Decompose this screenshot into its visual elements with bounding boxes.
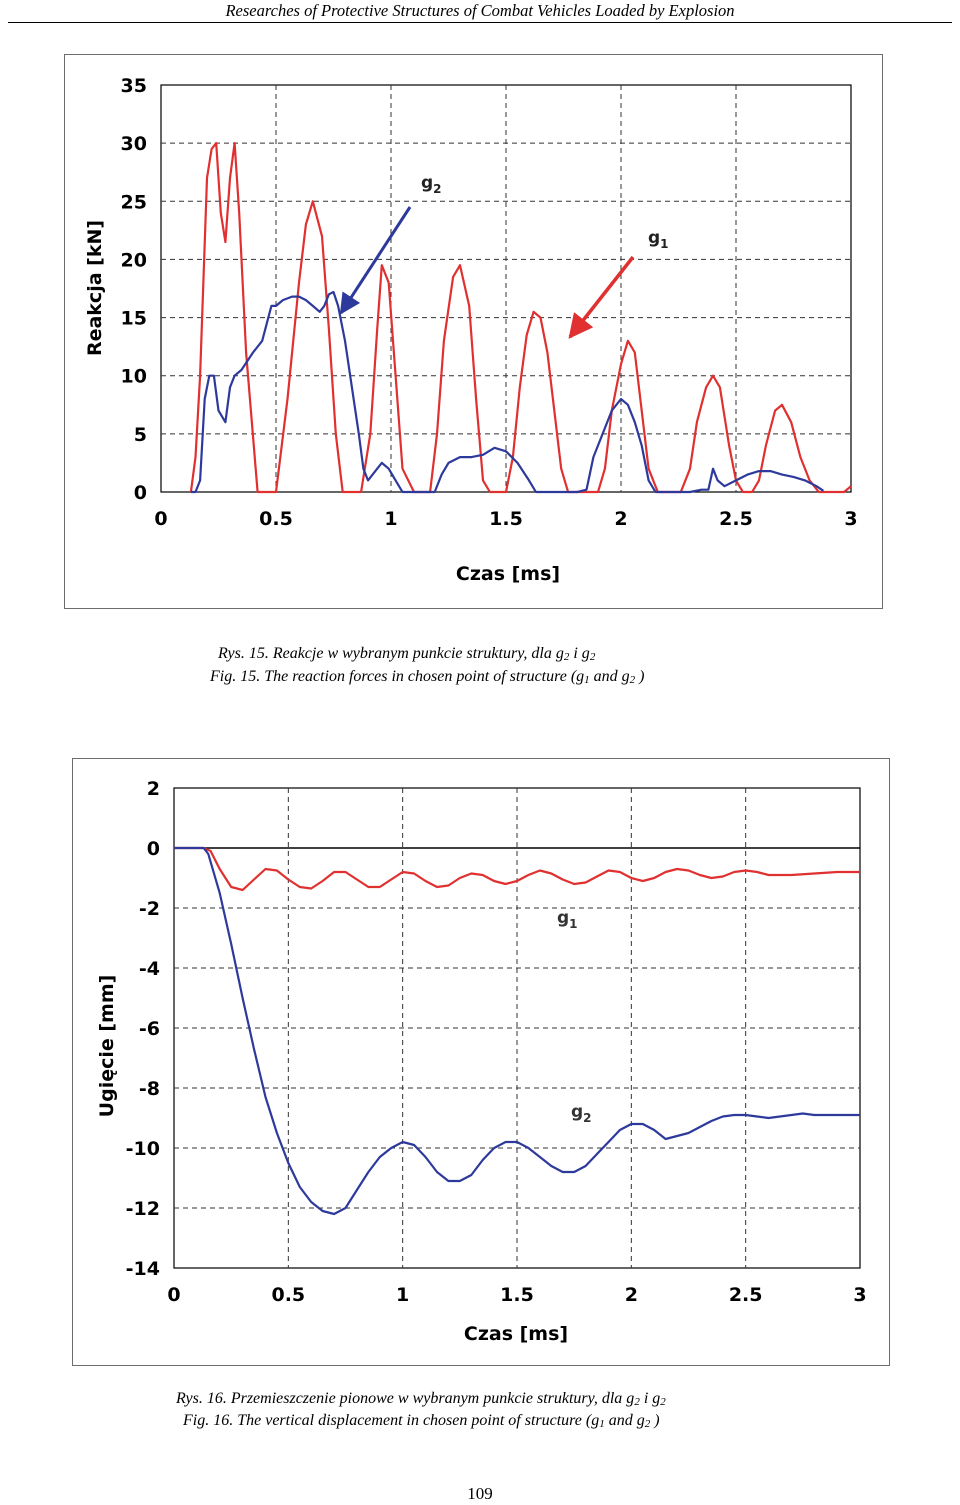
x-tick-label: 1	[384, 508, 397, 530]
figure-16-caption-pl: Rys. 16. Przemieszczenie pionowe w wybra…	[176, 1390, 666, 1408]
x-tick-label: 3	[844, 508, 857, 530]
figure-15-caption-pl: Rys. 15. Reakcje w wybranym punkcie stru…	[218, 645, 596, 663]
x-tick-label: 1.5	[489, 508, 523, 530]
y-tick-label: -6	[139, 1018, 160, 1040]
running-head: Researches of Protective Structures of C…	[225, 1, 735, 20]
y-tick-label: 30	[121, 133, 147, 155]
series-line-g2	[174, 846, 860, 1216]
x-tick-label: 2	[614, 508, 627, 530]
series-lines	[189, 141, 852, 494]
y-tick-label: 25	[121, 191, 147, 213]
y-tick-label: -8	[139, 1078, 160, 1100]
x-tick-label: 3	[853, 1284, 866, 1306]
x-tick-label: 1.5	[500, 1284, 534, 1306]
y-tick-label: -2	[139, 898, 160, 920]
y-tick-label: 0	[134, 482, 147, 504]
series-lines	[174, 846, 860, 1216]
figure-15-chart: 0 0.5 1 1.5 2 2.5 3 0 5 10 15 20 25 30 35 g2 g1 Czas […	[64, 54, 883, 609]
x-tick-label: 2.5	[729, 1284, 763, 1306]
x-tick-label: 0.5	[271, 1284, 305, 1306]
figure-15-caption-en: Fig. 15. The reaction forces in chosen p…	[210, 668, 645, 686]
y-tick-label: 5	[134, 424, 147, 446]
grid-lines	[161, 85, 851, 492]
y-tick-label: -12	[126, 1198, 160, 1220]
x-tick-label: 1	[396, 1284, 409, 1306]
y-tick-label: 0	[147, 838, 160, 860]
y-tick-label: 15	[121, 308, 147, 330]
page-number: 109	[467, 1484, 493, 1503]
x-tick-label: 0	[167, 1284, 180, 1306]
y-tick-label: 2	[147, 778, 160, 800]
x-tick-label: 0.5	[259, 508, 293, 530]
x-axis-title: Czas [ms]	[456, 563, 560, 585]
x-tick-label: 0	[154, 508, 167, 530]
y-axis-title: Reakcja [kN]	[84, 220, 106, 356]
y-tick-label: -4	[139, 958, 160, 980]
tick-labels: 0 0.5 1 1.5 2 2.5 3 2 0 -2 -4 -6 -8 -10 -12 -14	[126, 778, 867, 1306]
x-axis-title: Czas [ms]	[464, 1323, 568, 1345]
y-tick-label: 10	[121, 366, 147, 388]
x-tick-label: 2.5	[719, 508, 753, 530]
y-tick-label: 20	[121, 249, 147, 271]
g1-curve-label: g1	[557, 908, 578, 931]
y-tick-label: -14	[126, 1258, 160, 1280]
g2-arrow	[339, 206, 412, 315]
y-tick-label: -10	[126, 1138, 160, 1160]
g2-curve-label: g2	[571, 1102, 592, 1125]
series-line-g1	[174, 846, 860, 892]
figure-16-chart: 0 0.5 1 1.5 2 2.5 3 2 0 -2 -4 -6 -8 -10 -12 -14 g1 g2 C…	[72, 758, 890, 1366]
header-rule	[8, 22, 952, 23]
series-line-g2	[190, 290, 825, 494]
y-axis-title: Ugięcie [mm]	[96, 975, 118, 1118]
g2-arrow-label: g2	[421, 173, 442, 196]
y-tick-label: 35	[121, 75, 147, 97]
x-tick-label: 2	[625, 1284, 638, 1306]
g1-arrow	[568, 255, 635, 339]
figure-16-caption-en: Fig. 16. The vertical displacement in ch…	[183, 1412, 660, 1430]
g1-arrow-label: g1	[648, 228, 669, 251]
